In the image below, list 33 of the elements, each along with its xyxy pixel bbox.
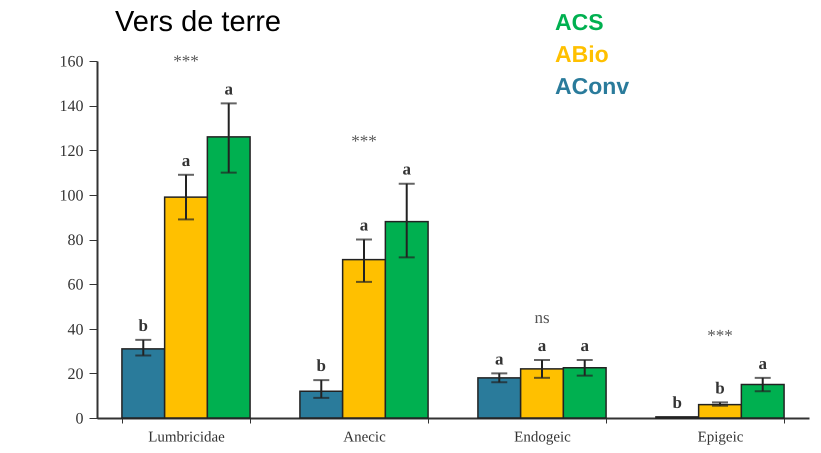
annotation: ***: [173, 51, 199, 70]
data-label: a: [360, 216, 369, 234]
y-tick-label: 160: [60, 54, 84, 70]
data-label: b: [715, 378, 725, 398]
data-label: a: [495, 349, 504, 368]
data-label: b: [138, 316, 148, 335]
y-tick-label: 20: [68, 366, 84, 383]
data-label: a: [402, 160, 412, 179]
data-label: a: [538, 336, 547, 355]
y-tick-label: 80: [68, 232, 84, 249]
y-tick-label: 100: [60, 187, 84, 204]
data-label: b: [316, 356, 326, 376]
annotation: ns: [534, 308, 550, 327]
annotation: ***: [351, 132, 377, 151]
y-tick-label: 0: [76, 410, 84, 428]
y-tick-label: 60: [68, 276, 84, 294]
data-label: a: [758, 354, 768, 373]
x-tick-label: Epigeic: [698, 430, 744, 446]
x-tick-label: Anecic: [343, 430, 386, 446]
data-label: a: [224, 79, 234, 98]
text: AConv: [555, 73, 630, 99]
x-tick-label: Endogeic: [514, 430, 572, 446]
y-tick-label: 140: [60, 98, 84, 116]
y-tick-label: 40: [68, 321, 84, 338]
text: ABio: [555, 41, 609, 67]
data-label: a: [580, 336, 590, 355]
x-tick-label: Lumbricidae: [148, 430, 226, 446]
y-tick-label: 120: [60, 142, 84, 160]
data-label: b: [672, 392, 682, 412]
chart-title: Vers de terre: [115, 6, 282, 38]
data-label: a: [182, 150, 191, 170]
text: ACS: [555, 9, 604, 35]
annotation: ***: [707, 326, 733, 345]
